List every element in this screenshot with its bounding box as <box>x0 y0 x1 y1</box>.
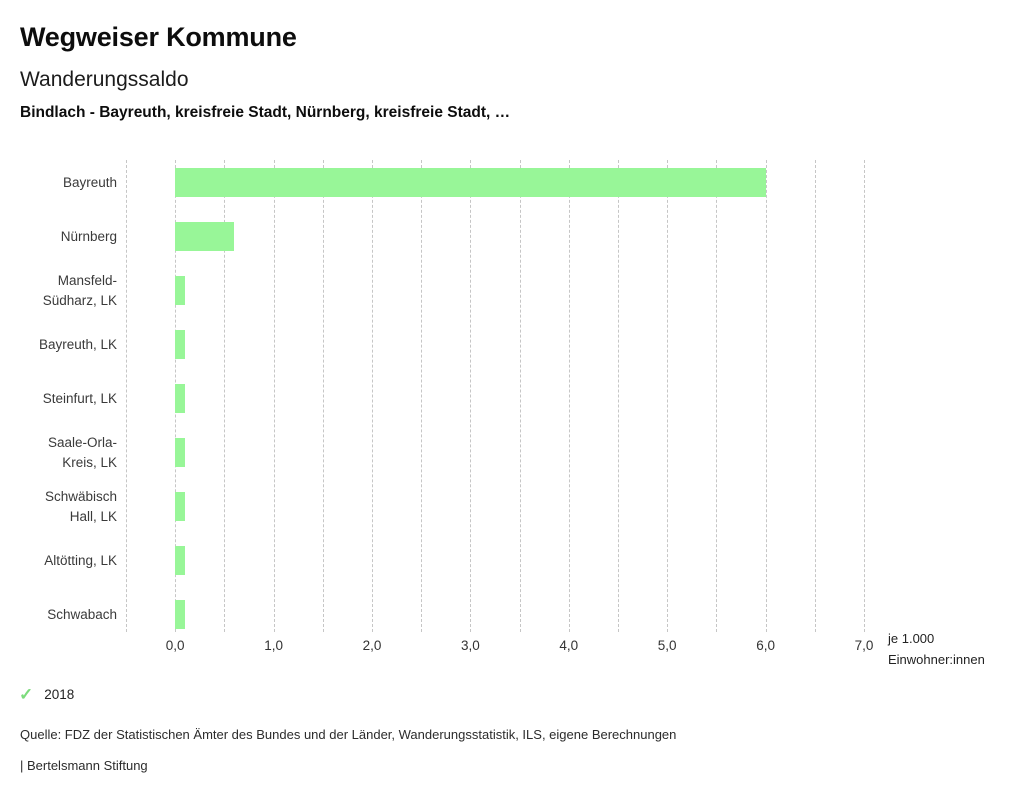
category-label: Mansfeld- Südharz, LK <box>0 271 117 311</box>
axis-unit-line1: je 1.000 <box>888 631 935 646</box>
category-label: Altötting, LK <box>0 551 117 571</box>
app-title: Wegweiser Kommune <box>20 22 297 52</box>
bar-saale-orla-kreis-lk[interactable] <box>175 438 186 467</box>
gridline <box>716 160 718 632</box>
axis-unit-line2: Einwohner:innen <box>888 652 985 667</box>
attribution-text: | Bertelsmann Stiftung <box>20 758 148 773</box>
gridline <box>519 160 521 632</box>
source-text: Quelle: FDZ der Statistischen Ämter des … <box>20 727 677 742</box>
x-tick-label: 5,0 <box>657 638 677 653</box>
x-tick-label: 0,0 <box>165 638 185 653</box>
bar-bayreuth[interactable] <box>175 168 766 197</box>
gridline <box>322 160 324 632</box>
category-label-line: Kreis, LK <box>62 454 117 470</box>
x-tick-label: 4,0 <box>559 638 579 653</box>
category-label: Nürnberg <box>0 227 117 247</box>
bar-schwäbisch-hall-lk[interactable] <box>175 492 186 521</box>
category-label-line: Bayreuth, LK <box>38 336 117 352</box>
gridline <box>372 160 373 632</box>
gridline <box>667 160 669 632</box>
category-label-line: Steinfurt, LK <box>42 390 117 406</box>
gridline <box>618 160 619 632</box>
legend-item-2018[interactable]: ✓ 2018 <box>19 686 74 703</box>
gridline <box>421 160 423 632</box>
x-tick-label: 7,0 <box>854 638 874 653</box>
plot-area <box>126 160 884 632</box>
category-label-line: Altötting, LK <box>44 552 117 568</box>
category-label: Bayreuth <box>0 173 117 193</box>
x-tick-label: 3,0 <box>461 638 480 653</box>
x-tick-label: 6,0 <box>756 638 775 653</box>
category-label-line: Bayreuth <box>62 174 117 190</box>
bar-bayreuth-lk[interactable] <box>175 330 186 359</box>
chart-subtitle: Bindlach - Bayreuth, kreisfreie Stadt, N… <box>20 104 511 121</box>
category-label: Schwäbisch Hall, LK <box>0 487 117 527</box>
gridline <box>814 160 816 632</box>
category-label-line: Schwäbisch <box>44 488 117 504</box>
bar-steinfurt-lk[interactable] <box>175 384 186 413</box>
gridline <box>224 160 226 632</box>
legend-label: 2018 <box>44 687 75 702</box>
x-tick-label: 2,0 <box>362 638 382 653</box>
bar-mansfeld-südharz-lk[interactable] <box>175 276 186 305</box>
category-label-line: Schwabach <box>47 606 117 622</box>
gridline <box>864 160 865 632</box>
gridline <box>470 160 472 632</box>
bar-nürnberg[interactable] <box>175 222 235 251</box>
category-label: Saale-Orla- Kreis, LK <box>0 433 117 473</box>
bar-schwabach[interactable] <box>175 600 186 629</box>
category-label-line: Saale-Orla- <box>47 434 117 450</box>
gridline <box>126 160 127 632</box>
chart-title: Wanderungssaldo <box>20 68 189 91</box>
category-label-line: Hall, LK <box>69 508 117 524</box>
category-label: Bayreuth, LK <box>0 335 117 355</box>
check-icon: ✓ <box>19 685 34 704</box>
gridline <box>568 160 570 632</box>
axis-unit-label: je 1.000 Einwohner:innen <box>888 628 985 670</box>
gridline <box>273 160 275 632</box>
category-label-line: Nürnberg <box>60 228 117 244</box>
category-label-line: Mansfeld- <box>57 272 117 288</box>
bar-altötting-lk[interactable] <box>175 546 186 575</box>
category-label: Schwabach <box>0 605 117 625</box>
x-tick-label: 1,0 <box>264 638 283 653</box>
gridline <box>765 160 767 632</box>
category-label-line: Südharz, LK <box>42 292 117 308</box>
category-label: Steinfurt, LK <box>0 389 117 409</box>
